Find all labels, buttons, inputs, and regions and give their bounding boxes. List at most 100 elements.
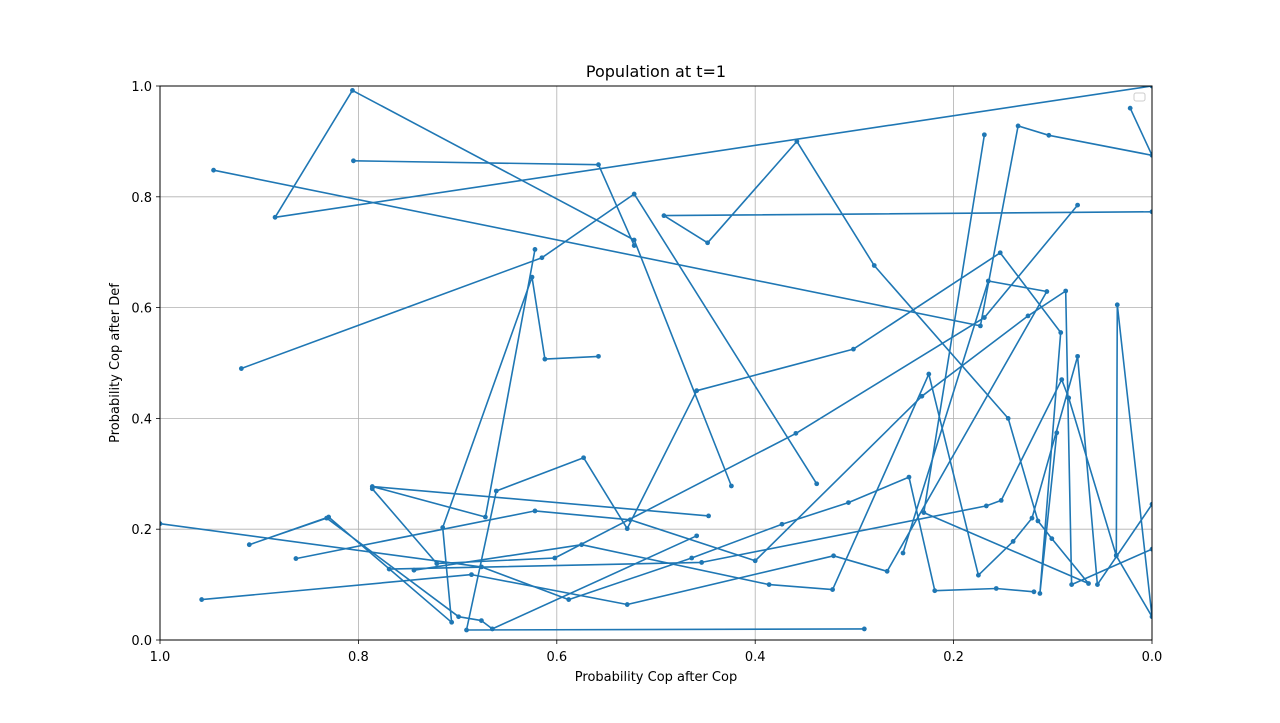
data-point [631, 191, 637, 197]
data-point [246, 542, 252, 548]
data-point [464, 627, 469, 633]
data-point [539, 255, 545, 261]
data-point [199, 597, 205, 602]
data-point [705, 240, 710, 246]
data-point [699, 560, 705, 565]
data-point [1149, 614, 1152, 620]
data-point [1069, 582, 1075, 587]
data-point [983, 503, 989, 509]
data-point [793, 430, 799, 436]
data-point [532, 508, 538, 514]
data-point [1114, 302, 1120, 308]
data-point [752, 558, 758, 564]
data-point [861, 626, 867, 632]
data-point [706, 513, 711, 519]
data-point [1075, 353, 1080, 359]
data-point [542, 356, 548, 362]
data-point [1031, 589, 1037, 595]
y-tick-label: 1.0 [131, 80, 152, 95]
series-line [465, 252, 1062, 631]
data-point [596, 353, 601, 359]
data-point [1149, 209, 1152, 215]
data-point [830, 587, 835, 592]
y-tick-label: 0.6 [131, 302, 152, 317]
series-lines [160, 86, 1152, 633]
y-tick-label: 0.0 [131, 634, 152, 649]
data-point [1037, 591, 1043, 596]
data-point [581, 455, 586, 461]
data-point [482, 514, 488, 520]
series-line [413, 355, 1152, 591]
data-point [293, 556, 299, 561]
data-point [456, 614, 461, 620]
data-point [552, 555, 558, 561]
data-point [493, 488, 499, 494]
y-axis-label: Probability Cop after Def [108, 283, 123, 443]
data-point [434, 561, 440, 566]
series-line [353, 160, 635, 246]
data-point [1058, 330, 1064, 335]
data-point [596, 162, 601, 168]
data-point [1086, 581, 1091, 586]
plot-area-frame [159, 85, 1153, 641]
data-point [694, 533, 700, 539]
series-line [213, 107, 1152, 327]
data-point [1046, 132, 1052, 138]
data-point [238, 366, 244, 371]
data-point [977, 323, 983, 329]
data-point [766, 582, 772, 587]
data-point [1044, 289, 1050, 294]
data-point [1049, 536, 1055, 542]
data-point [728, 483, 734, 489]
data-point [479, 618, 484, 624]
data-point [921, 510, 927, 515]
data-point [998, 497, 1004, 503]
series-line [241, 193, 818, 485]
data-point [1149, 501, 1152, 507]
chart-title: Population at t=1 [586, 62, 726, 81]
x-tick-label: 0.8 [348, 650, 369, 665]
data-point [351, 158, 356, 164]
data-point [694, 388, 700, 394]
data-point [884, 568, 890, 574]
series-line [201, 280, 1048, 606]
axis-ticks: 1.0 0.8 0.6 0.4 0.2 0.0 0.0 0.2 0.4 0.6 0.8 1.0 [131, 80, 1162, 665]
x-axis-label: Probability Cop after Cop [575, 670, 737, 685]
data-point [794, 139, 800, 144]
data-point [386, 566, 392, 572]
data-point [1127, 105, 1133, 111]
data-point [1029, 515, 1035, 521]
data-point [981, 132, 987, 138]
data-point [1059, 377, 1065, 383]
data-point [976, 572, 981, 578]
series-line [160, 476, 1035, 601]
data-point [814, 481, 820, 487]
data-point [1025, 313, 1031, 319]
data-point [779, 521, 785, 527]
data-point [350, 88, 355, 93]
data-point [529, 274, 535, 280]
data-point [1015, 123, 1021, 129]
series-line [371, 249, 709, 518]
data-point [831, 553, 836, 559]
data-point [1010, 538, 1016, 544]
data-point [871, 263, 877, 268]
data-point [272, 214, 278, 220]
data-point [926, 371, 932, 377]
data-point [1075, 202, 1080, 208]
data-point [369, 486, 375, 492]
y-tick-label: 0.4 [131, 412, 152, 427]
y-tick-label: 0.2 [131, 523, 152, 538]
x-tick-label: 0.6 [546, 650, 567, 665]
data-point [627, 517, 633, 523]
data-point [469, 572, 474, 578]
data-point [661, 213, 667, 219]
data-point [985, 278, 991, 284]
data-point [1035, 518, 1041, 524]
data-point [1149, 86, 1152, 89]
data-point [1149, 546, 1152, 552]
legend-box [1133, 92, 1146, 102]
series-line [389, 303, 1152, 618]
data-point [579, 542, 584, 548]
